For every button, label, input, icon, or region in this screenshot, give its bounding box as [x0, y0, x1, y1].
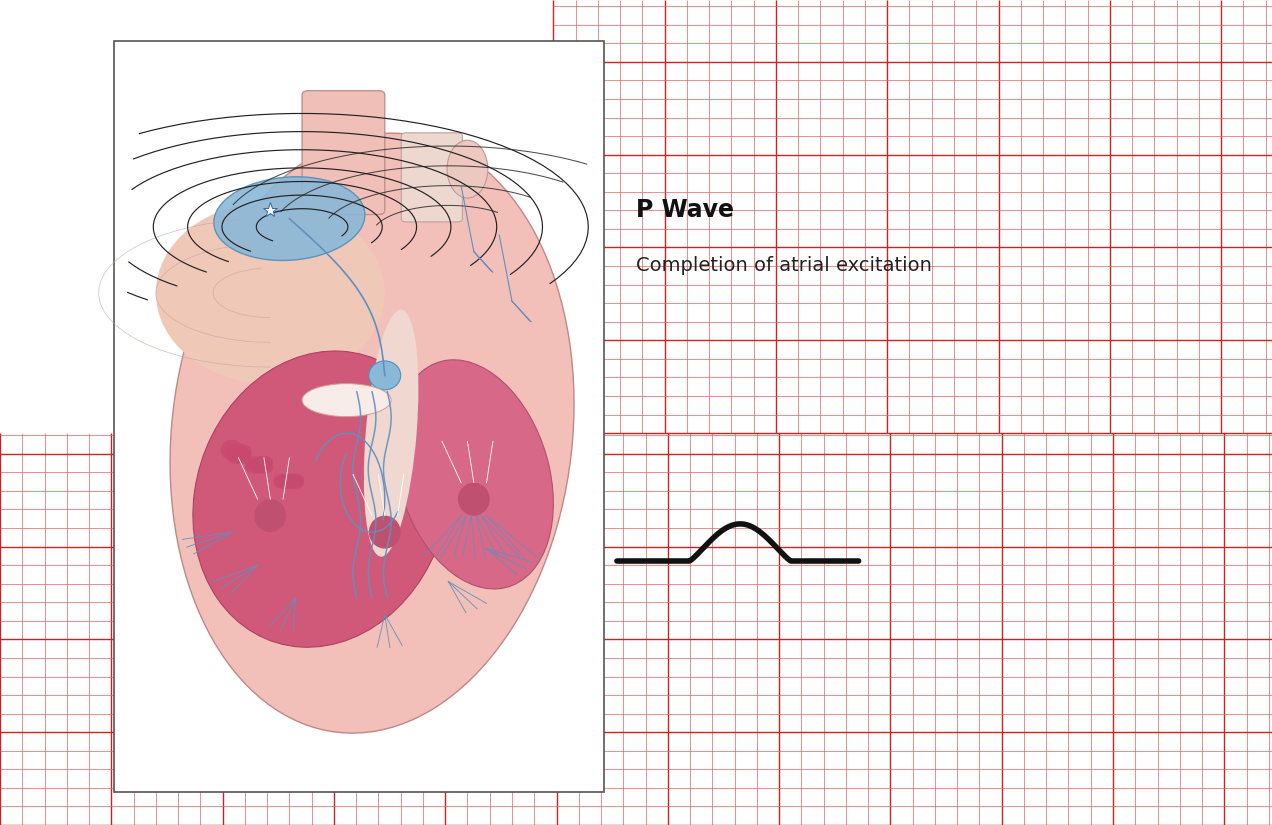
- FancyBboxPatch shape: [401, 133, 462, 222]
- Ellipse shape: [394, 360, 553, 589]
- Ellipse shape: [214, 177, 365, 261]
- Ellipse shape: [369, 516, 401, 549]
- Ellipse shape: [226, 444, 252, 464]
- Ellipse shape: [273, 474, 304, 489]
- Ellipse shape: [220, 440, 243, 460]
- Ellipse shape: [245, 456, 273, 474]
- Ellipse shape: [226, 444, 252, 464]
- FancyBboxPatch shape: [303, 91, 384, 214]
- Ellipse shape: [254, 499, 286, 532]
- Ellipse shape: [273, 474, 304, 489]
- Text: P Wave: P Wave: [636, 198, 734, 222]
- Ellipse shape: [245, 456, 273, 474]
- Text: Completion of atrial excitation: Completion of atrial excitation: [636, 256, 932, 275]
- Ellipse shape: [303, 384, 391, 417]
- Ellipse shape: [170, 133, 574, 733]
- Ellipse shape: [369, 361, 401, 389]
- Ellipse shape: [193, 351, 449, 648]
- Ellipse shape: [458, 483, 490, 516]
- Ellipse shape: [364, 309, 418, 557]
- Ellipse shape: [155, 202, 384, 384]
- Bar: [114, 41, 604, 792]
- Ellipse shape: [448, 140, 488, 198]
